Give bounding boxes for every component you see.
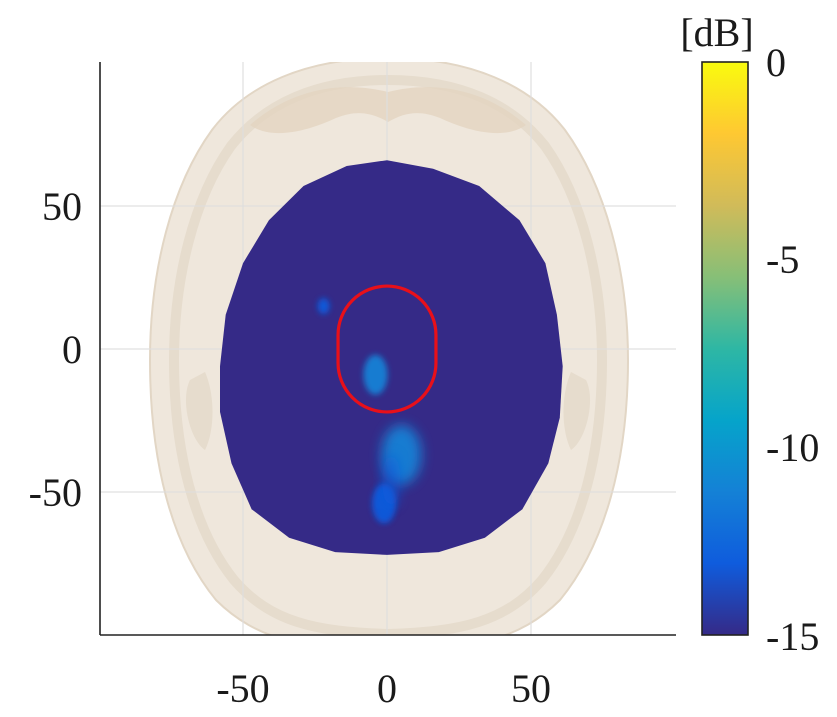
y-tick-label: -50 bbox=[29, 470, 82, 515]
heatmap bbox=[220, 160, 563, 555]
skull-bone-upper bbox=[250, 87, 526, 134]
y-tick-label: 0 bbox=[62, 327, 82, 372]
x-tick-label: 0 bbox=[377, 666, 397, 711]
colorbar-unit-label: [dB] bbox=[680, 10, 753, 55]
hotspot-3 bbox=[363, 354, 388, 395]
brain-field bbox=[220, 160, 563, 555]
colorbar-tick-label: -5 bbox=[766, 237, 799, 282]
x-tick-label: 50 bbox=[511, 666, 551, 711]
y-tick-label: 50 bbox=[42, 184, 82, 229]
x-tick-label: -50 bbox=[216, 666, 269, 711]
hotspot-trail bbox=[382, 454, 401, 507]
skull-bone-right bbox=[563, 372, 591, 450]
x-axis-ticks: -50 0 50 bbox=[216, 666, 551, 711]
colorbar-gradient bbox=[701, 61, 749, 636]
skull-inner-ring bbox=[168, 74, 608, 635]
skull-bone-left bbox=[185, 372, 213, 450]
plot-area: 50 0 -50 -50 0 50 bbox=[29, 62, 676, 711]
y-axis-ticks: 50 0 -50 bbox=[29, 184, 82, 515]
colorbar: [dB] 0 -5 -10 -15 bbox=[680, 10, 819, 659]
colorbar-tick-label: -10 bbox=[766, 425, 819, 470]
hotspot-4 bbox=[317, 298, 330, 315]
colorbar-ticks: 0 -5 -10 -15 bbox=[766, 40, 819, 659]
colorbar-tick-label: -15 bbox=[766, 614, 819, 659]
target-region-outline bbox=[336, 284, 438, 414]
colorbar-tick-label: 0 bbox=[766, 40, 786, 85]
